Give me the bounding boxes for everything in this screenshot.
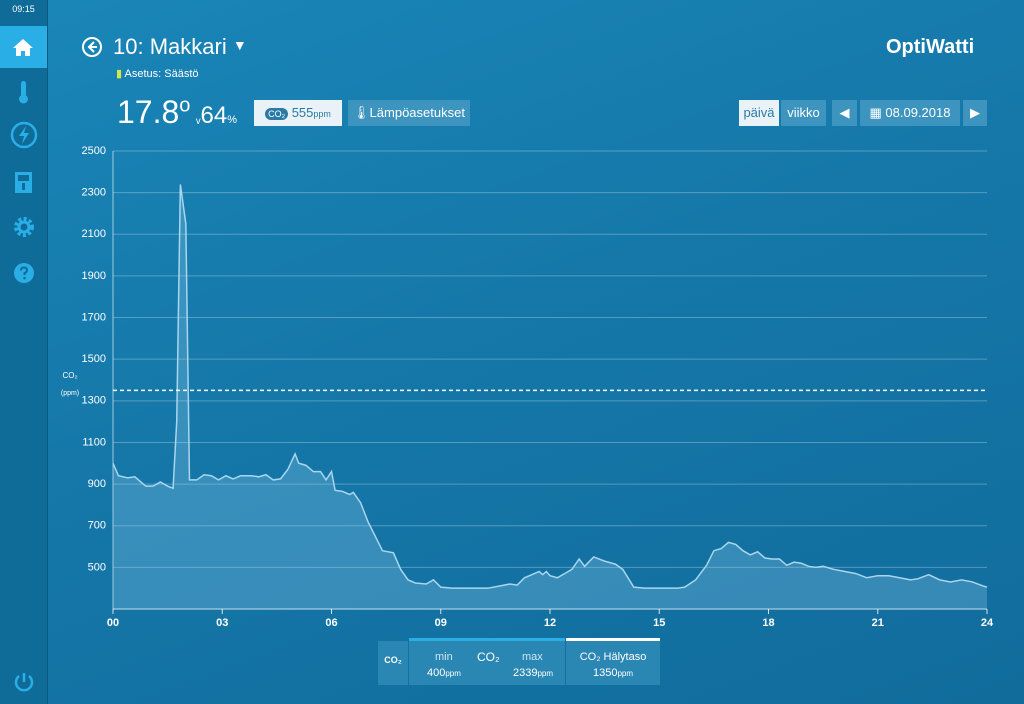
humidity-value: 64 <box>200 102 228 129</box>
y-tick-label: 1500 <box>82 353 106 365</box>
back-button[interactable] <box>81 36 103 58</box>
max-unit: ppm <box>537 669 554 678</box>
power-nav[interactable] <box>12 670 36 694</box>
alarm-value: 1350 <box>592 667 618 679</box>
help-nav[interactable] <box>13 262 35 284</box>
prev-button[interactable]: ◀ <box>832 100 857 126</box>
temperature-unit: o <box>179 94 191 117</box>
max-value: 2339 <box>513 667 538 679</box>
home-icon <box>13 39 33 56</box>
y-tick-label: 2300 <box>82 187 106 199</box>
humidity-icon: ᵥ <box>196 110 201 126</box>
brand: OptiWatti <box>886 36 975 58</box>
y-axis-label: (ppm) <box>61 390 79 397</box>
x-tick-label: 09 <box>435 617 447 629</box>
next-button[interactable]: ▶ <box>963 100 987 126</box>
settings-nav[interactable] <box>13 216 35 238</box>
x-tick-label: 06 <box>325 617 337 629</box>
temperature: 17.8o <box>117 94 190 131</box>
alarm-label: CO₂ Hälytaso <box>579 651 647 663</box>
alarm-stat: 1350ppm <box>566 667 660 679</box>
day-button[interactable]: päivä <box>739 100 779 126</box>
setting-icon: ▮ <box>116 68 123 80</box>
x-tick-label: 18 <box>762 617 774 629</box>
y-tick-label: 900 <box>88 478 106 490</box>
y-tick-label: 1100 <box>82 436 106 448</box>
x-tick-label: 00 <box>107 617 119 629</box>
x-tick-label: 21 <box>872 617 884 629</box>
x-tick-label: 15 <box>653 617 665 629</box>
stats-co2: min CO₂ max 400ppm 2339ppm <box>409 638 565 685</box>
co2-button[interactable]: CO₂ 555ppm <box>254 100 342 126</box>
y-tick-label: 500 <box>88 561 106 573</box>
y-tick-label: 700 <box>88 520 106 532</box>
week-button[interactable]: viikko <box>781 100 826 126</box>
settings-button[interactable]: 🌡Lämpöasetukset <box>348 100 470 126</box>
series-line <box>112 184 988 589</box>
home-nav[interactable] <box>0 26 47 68</box>
series-area <box>113 184 987 609</box>
humidity-unit: % <box>227 114 237 126</box>
clock: 09:15 <box>12 4 35 14</box>
stats-icon-box: CO₂ <box>378 641 408 685</box>
dropdown-arrow: ▼ <box>232 37 247 53</box>
y-axis-icon: CO₂ <box>62 371 77 380</box>
y-tick-label: 1900 <box>82 270 106 282</box>
y-tick-label: 2100 <box>82 228 106 240</box>
x-tick-label: 12 <box>544 617 556 629</box>
humidity: ᵥ64% <box>196 102 237 130</box>
max-label: max <box>522 651 543 663</box>
co2-value: 555 <box>291 105 314 120</box>
room-title[interactable]: 10: Makkari ▼ <box>113 34 247 60</box>
co2-label: CO₂ <box>477 650 500 664</box>
y-tick-label: 1700 <box>82 311 106 323</box>
device-nav[interactable] <box>13 170 35 196</box>
x-tick-label: 24 <box>981 617 994 629</box>
min-unit: ppm <box>445 669 461 678</box>
min-label: min <box>435 651 453 663</box>
co2-icon: CO₂ <box>265 108 289 120</box>
y-tick-label: 2500 <box>82 145 106 157</box>
stats-alarm: CO₂ Hälytaso 1350ppm <box>566 638 660 685</box>
date-button[interactable]: ▦ 08.09.2018 <box>860 100 960 126</box>
date: 08.09.2018 <box>885 105 951 120</box>
max-stat: 2339ppm <box>513 667 553 679</box>
settings-label: Lämpöasetukset <box>369 105 465 120</box>
room-name: 10: Makkari <box>113 34 227 59</box>
temperature-value: 17.8 <box>117 94 180 130</box>
energy-nav[interactable] <box>9 120 39 150</box>
min-value: 400 <box>427 667 446 679</box>
thermometer-nav[interactable] <box>12 78 36 106</box>
setting: ▮ Asetus: Säästö <box>116 67 199 80</box>
stats-icon: CO₂ <box>384 655 402 665</box>
min-stat: 400ppm <box>427 667 461 679</box>
alarm-unit: ppm <box>617 669 634 678</box>
sidebar: 09:15 <box>0 0 48 704</box>
setting-text: Asetus: Säästö <box>124 68 199 80</box>
y-tick-label: 1300 <box>82 395 106 407</box>
co2-unit: ppm <box>313 109 331 119</box>
x-tick-label: 03 <box>216 617 228 629</box>
